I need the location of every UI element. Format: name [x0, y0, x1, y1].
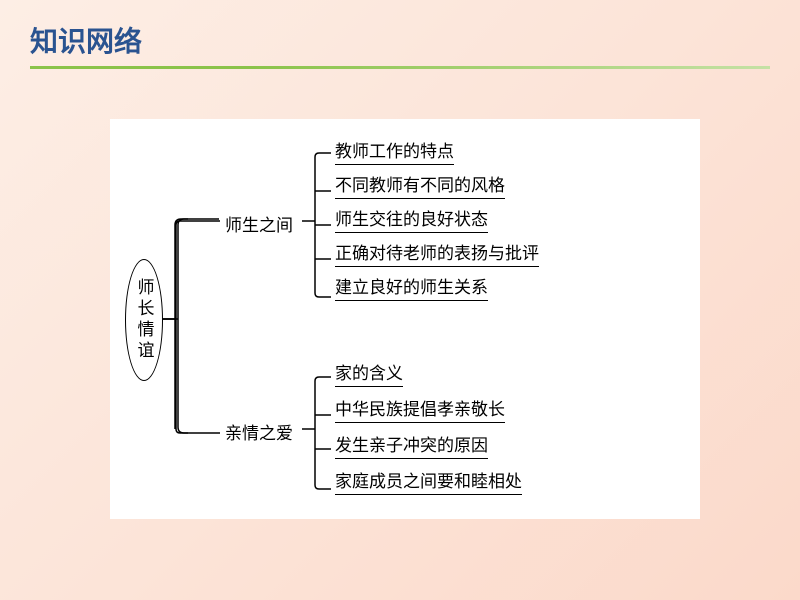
- leaf: 家的含义: [335, 359, 403, 387]
- leaf: 师生交往的良好状态: [335, 205, 488, 233]
- leaf: 建立良好的师生关系: [335, 273, 488, 301]
- header: 知识网络: [0, 0, 800, 79]
- root-label: 师长情谊: [132, 278, 157, 362]
- leaf: 不同教师有不同的风格: [335, 171, 505, 199]
- root-node: 师长情谊: [125, 259, 163, 381]
- branch-label-1: 师生之间: [225, 211, 293, 236]
- title-underline: [30, 66, 770, 69]
- leaf: 家庭成员之间要和睦相处: [335, 467, 522, 495]
- leaf: 中华民族提倡孝亲敬长: [335, 395, 505, 423]
- leaf: 发生亲子冲突的原因: [335, 431, 488, 459]
- leaf: 正确对待老师的表扬与批评: [335, 239, 539, 267]
- page-title: 知识网络: [30, 20, 770, 60]
- diagram: 师长情谊: [110, 119, 700, 519]
- branch-label-2: 亲情之爱: [225, 419, 293, 444]
- leaf: 教师工作的特点: [335, 137, 454, 165]
